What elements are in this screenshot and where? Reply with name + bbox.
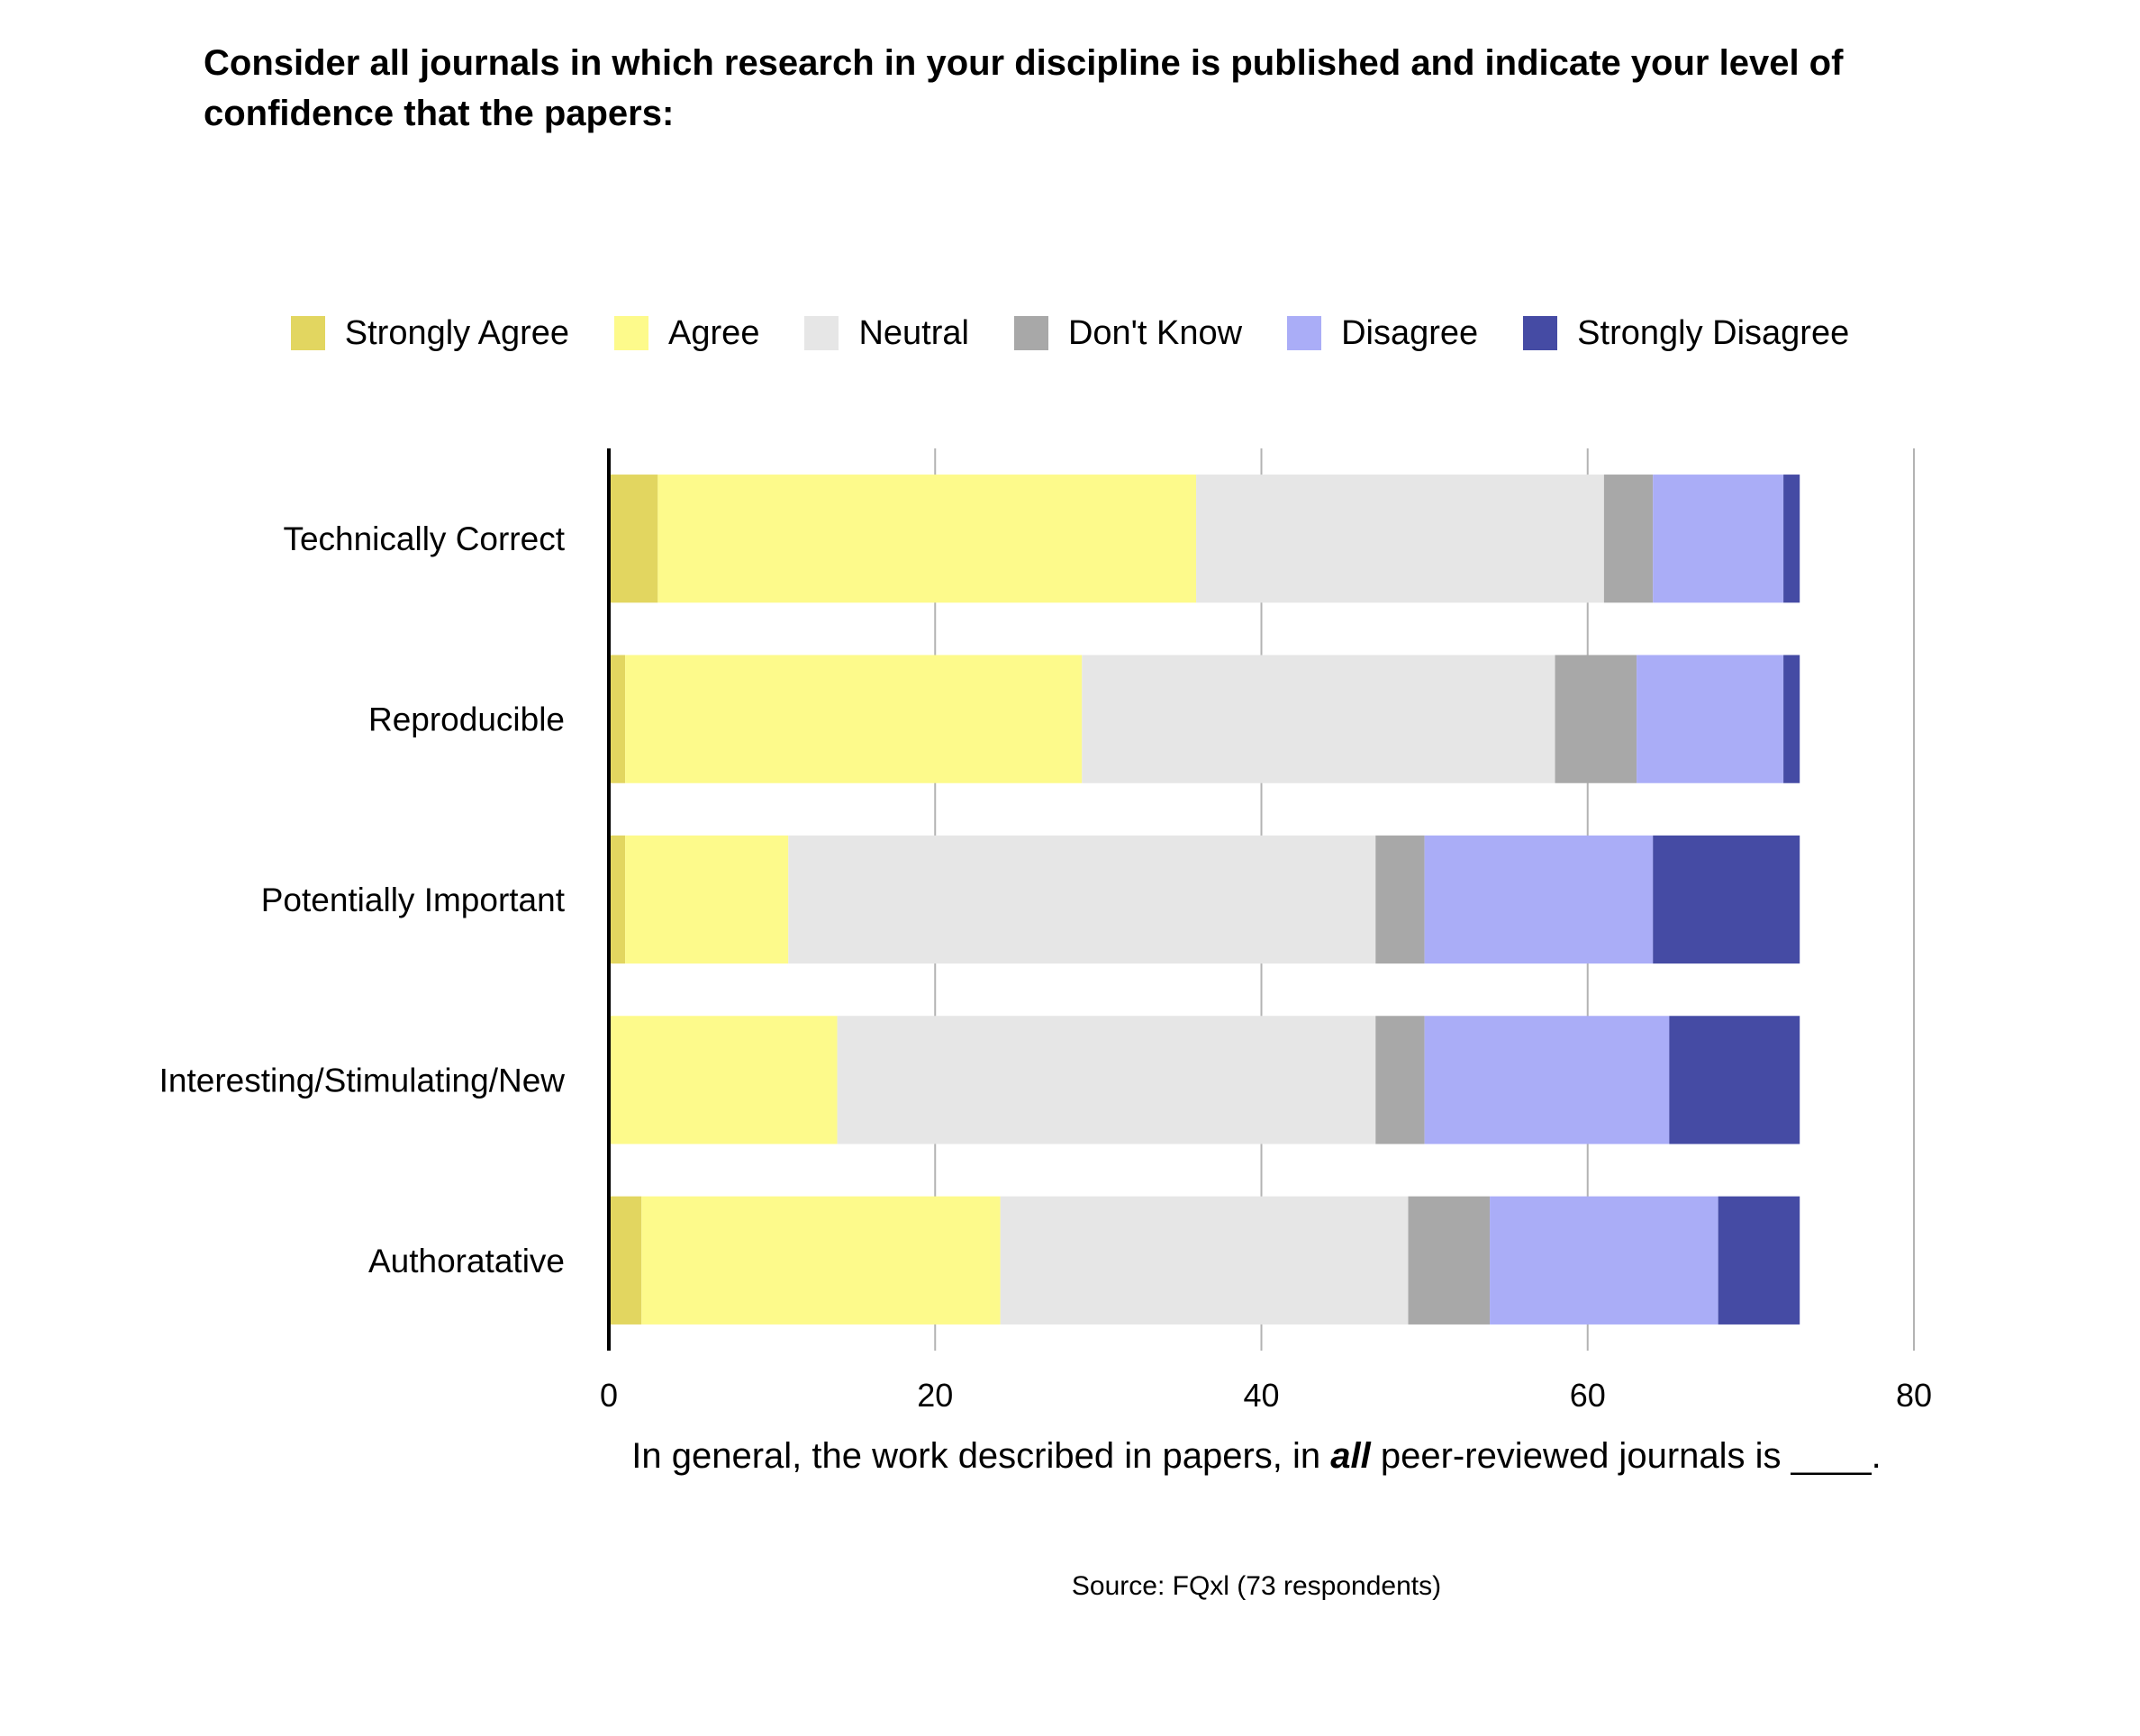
bar-4-3 [1408, 1196, 1491, 1325]
bar-2-1 [625, 835, 789, 964]
legend-label-5: Strongly Disagree [1577, 313, 1850, 352]
bar-4-2 [1000, 1196, 1409, 1325]
legend-swatch-4 [1287, 316, 1322, 350]
bar-4-1 [641, 1196, 1001, 1325]
category-label-3: Interesting/Stimulating/New [159, 1062, 566, 1099]
bar-0-3 [1603, 475, 1654, 603]
bar-3-2 [837, 1016, 1376, 1144]
bar-1-2 [1082, 655, 1555, 783]
bar-4-5 [1718, 1196, 1800, 1325]
legend-label-1: Agree [668, 313, 760, 352]
bar-4-4 [1490, 1196, 1718, 1325]
legend-item-1: Agree [614, 314, 759, 353]
x-axis-label-emphasis: all [1330, 1436, 1371, 1476]
bar-1-1 [625, 655, 1083, 783]
bar-2-4 [1424, 835, 1654, 964]
legend-label-2: Neutral [858, 313, 969, 352]
bar-0-2 [1196, 475, 1604, 603]
chart-title: Consider all journals in which research … [204, 43, 1844, 133]
bar-3-1 [609, 1016, 838, 1144]
legend-swatch-3 [1013, 316, 1048, 350]
legend-item-0: Strongly Agree [290, 313, 570, 353]
bar-1-0 [609, 655, 626, 783]
legend-item-4: Disagree [1287, 314, 1478, 353]
bar-2-3 [1375, 835, 1425, 964]
legend: Strongly Agree Agree Neutral Don't Know Disa… [0, 306, 2140, 360]
bar-2-0 [609, 835, 626, 964]
bar-3-5 [1669, 1016, 1800, 1144]
legend-label-4: Disagree [1341, 313, 1479, 352]
bar-3-4 [1424, 1016, 1670, 1144]
bar-0-5 [1783, 475, 1800, 603]
legend-swatch-2 [804, 316, 839, 350]
bar-2-5 [1653, 835, 1800, 964]
x-axis-label: In general, the work described in papers… [594, 1427, 1918, 1485]
legend-item-3: Don't Know [1013, 313, 1243, 353]
legend-label-3: Don't Know [1067, 313, 1243, 352]
bar-0-4 [1653, 475, 1784, 603]
category-label-2: Potentially Important [261, 882, 566, 918]
bar-1-5 [1783, 655, 1800, 783]
bar-2-2 [788, 835, 1376, 964]
bar-1-4 [1637, 655, 1784, 783]
bar-4-0 [609, 1196, 642, 1325]
bar-3-3 [1375, 1016, 1425, 1144]
x-tick-label-4: 80 [1896, 1377, 1932, 1414]
legend-item-5: Strongly Disagree [1523, 314, 1849, 353]
x-tick-label-2: 40 [1243, 1377, 1279, 1414]
x-tick-label-1: 20 [917, 1377, 953, 1414]
legend-swatch-1 [614, 316, 649, 350]
x-axis-label-before: In general, the work described in papers… [631, 1436, 1331, 1476]
bar-0-0 [609, 475, 658, 603]
x-axis-label-after: peer-reviewed journals is ____. [1370, 1436, 1882, 1476]
category-label-4: Authoratative [368, 1243, 565, 1279]
bar-0-1 [657, 475, 1197, 603]
legend-label-0: Strongly Agree [344, 313, 570, 352]
legend-swatch-0 [290, 316, 325, 350]
legend-item-2: Neutral [804, 314, 969, 353]
legend-swatch-5 [1523, 316, 1558, 350]
bar-1-3 [1555, 655, 1637, 783]
x-tick-label-0: 0 [600, 1377, 618, 1414]
source-note: Source: FQxl (73 respondents) [1071, 1571, 1442, 1601]
category-label-0: Technically Correct [283, 520, 565, 557]
category-label-1: Reproducible [368, 701, 565, 738]
x-tick-label-3: 60 [1570, 1377, 1606, 1414]
